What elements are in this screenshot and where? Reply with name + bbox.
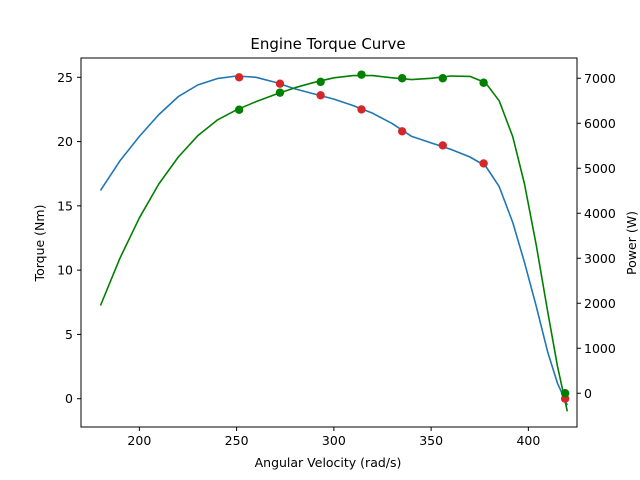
torque-point [275,79,285,88]
power-point [316,77,325,87]
torque-point [397,127,407,136]
torque-point [316,91,325,100]
data-marks [99,70,570,412]
power-point [357,70,366,79]
x-axis-label: Angular Velocity (rad/s) [255,455,402,470]
y2-axis-label: Power (W) [624,211,639,275]
x-tick-label-400: 400 [516,433,540,448]
y2-tick-label-1000: 1000 [584,341,616,356]
y-axis-right: 0 1000 2000 3000 4000 5000 6000 7000 [577,71,616,401]
power-point [397,74,407,83]
y2-tick-label-5000: 5000 [584,161,616,176]
y-tick-label-20: 20 [57,134,73,149]
y-axis-left: 0 5 10 15 20 25 [57,70,81,406]
power-point [275,88,285,97]
y2-tick-label-6000: 6000 [584,116,616,131]
y2-tick-label-2000: 2000 [584,296,616,311]
x-tick-label-250: 250 [225,433,249,448]
torque-curve-line [99,75,569,406]
y2-tick-label-4000: 4000 [584,206,616,221]
torque-point [357,105,366,114]
y2-tick-label-3000: 3000 [584,251,616,266]
y-axis-label: Torque (Nm) [32,205,47,283]
y2-tick-label-7000: 7000 [584,71,616,86]
y-tick-label-15: 15 [57,198,73,213]
y2-tick-label-0: 0 [584,386,592,401]
y-tick-label-25: 25 [57,70,73,85]
power-curve-line [99,74,569,412]
plot-frame [80,57,578,428]
power-point [438,74,447,83]
y-tick-label-5: 5 [65,327,73,342]
x-tick-label-300: 300 [322,433,346,448]
power-point [234,105,244,114]
x-tick-label-350: 350 [419,433,443,448]
torque-point [234,73,244,82]
x-axis: 200 250 300 350 400 [127,427,540,448]
y-tick-label-0: 0 [65,391,73,406]
power-point [479,78,488,87]
chart-title: Engine Torque Curve [250,35,405,53]
y-tick-label-10: 10 [57,263,73,278]
torque-point [438,141,447,150]
x-tick-label-200: 200 [127,433,151,448]
torque-point [479,159,488,168]
power-point [560,389,570,398]
